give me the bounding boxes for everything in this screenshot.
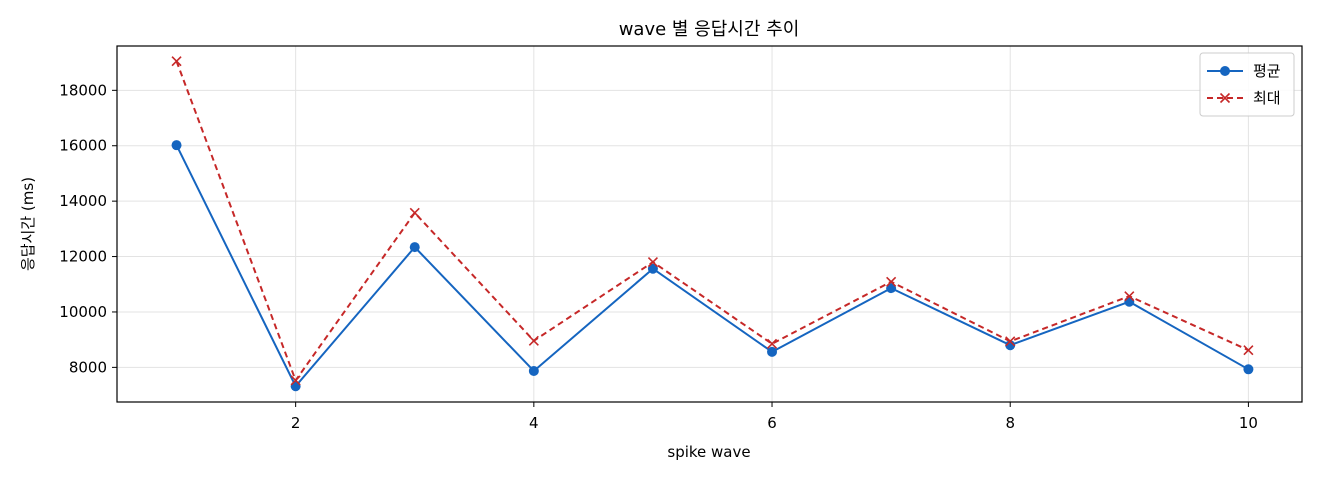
data-point	[767, 346, 778, 357]
x-axis-label: spike wave	[667, 443, 750, 461]
data-point	[647, 257, 658, 268]
chart-title: wave 별 응답시간 추이	[619, 19, 800, 40]
series-2	[171, 56, 1254, 386]
grid-layer	[117, 46, 1302, 402]
x-tick-label: 4	[529, 414, 539, 432]
x-tick-label: 6	[767, 414, 777, 432]
legend-label: 평균	[1253, 62, 1281, 80]
data-point	[1124, 291, 1135, 302]
y-tick-label: 12000	[59, 248, 107, 266]
series-1	[171, 140, 1254, 392]
legend-item: 최대	[1207, 89, 1281, 107]
data-point	[886, 283, 897, 294]
data-point	[766, 338, 778, 349]
legend-marker	[1220, 66, 1230, 76]
series-line	[175, 144, 1249, 388]
series-layer	[171, 56, 1254, 392]
x-tick-label: 2	[291, 414, 301, 432]
data-point	[886, 276, 897, 287]
y-tick-label: 10000	[59, 303, 107, 321]
legend-marker	[1219, 92, 1231, 104]
series-line	[175, 60, 1249, 382]
data-point	[409, 207, 420, 218]
data-point	[290, 375, 301, 386]
plot-frame	[116, 45, 1303, 403]
x-tick-label: 8	[1005, 414, 1015, 432]
data-point	[528, 335, 539, 346]
y-tick-label: 18000	[59, 81, 107, 99]
data-point	[1243, 364, 1254, 375]
y-axis-label: 응답시간 (ms)	[19, 177, 37, 271]
data-point	[1243, 345, 1254, 356]
axis-layer: 2 4 6 8 10 8000 10000 12000 14000 16000 18000	[59, 81, 1258, 432]
x-tick-label: 10	[1239, 414, 1258, 432]
data-point	[171, 56, 182, 67]
y-tick-label: 14000	[59, 192, 107, 210]
data-point	[1124, 296, 1135, 307]
data-point	[290, 381, 301, 392]
y-tick-label: 8000	[69, 358, 107, 376]
data-point	[409, 242, 420, 253]
data-point	[528, 365, 539, 376]
data-point	[1005, 336, 1016, 347]
y-tick-label: 16000	[59, 137, 107, 155]
data-point	[171, 140, 182, 151]
legend-item: 평균	[1207, 62, 1281, 80]
data-point	[647, 263, 658, 274]
legend-label: 최대	[1253, 89, 1281, 107]
